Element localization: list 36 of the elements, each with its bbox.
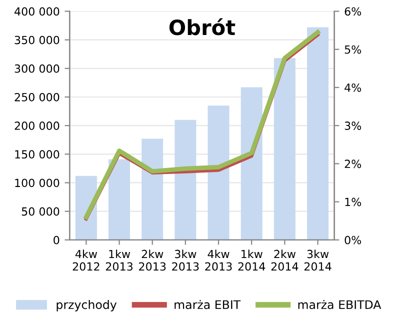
y2-tick-label: 0%	[344, 236, 362, 244]
bar	[142, 138, 164, 240]
x-tick-label: 1kw 2014	[238, 250, 266, 271]
legend-label: przychody	[56, 300, 117, 312]
y2-tick-label: 2%	[344, 160, 362, 168]
bar	[174, 120, 196, 240]
x-tick-label: 2kw 2014	[271, 250, 298, 271]
y-tick-label: 150 000	[15, 150, 60, 159]
chart-title: Obrót	[169, 18, 236, 36]
y2-tick-label: 6%	[344, 7, 362, 16]
y-tick-label: 350 000	[14, 36, 60, 44]
x-tick-label: 3kw 2014	[304, 250, 332, 271]
bar	[307, 27, 329, 240]
y-tick-label: 100 000	[15, 178, 60, 188]
x-tick-label: 2kw 2013	[139, 250, 166, 271]
x-tick-label: 4kw 2013	[205, 250, 232, 271]
y-tick-label: 400 000	[14, 7, 60, 16]
legend-label: marża EBITDA	[298, 300, 382, 310]
y2-tick-label: 5%	[344, 45, 362, 54]
x-tick-label: 1kw 2013	[106, 250, 133, 271]
y-tick-label: 300 000	[14, 64, 60, 73]
y-tick-label: 250 000	[14, 92, 60, 102]
x-tick-label: 3kw 2013	[172, 250, 199, 271]
bar	[108, 159, 130, 240]
x-tick-label: 4kw 2012	[72, 250, 100, 271]
y2-tick-label: 1%	[345, 198, 362, 206]
y-tick-label: 200 000	[14, 122, 60, 130]
legend-label: marża EBIT	[174, 300, 241, 310]
bar	[274, 58, 296, 240]
y-tick-label: 50 000	[22, 207, 60, 216]
y-tick-label: 0	[54, 236, 60, 244]
y2-tick-label: 3%	[344, 122, 362, 130]
bar	[240, 87, 262, 240]
bar	[208, 106, 230, 240]
bar	[75, 176, 97, 240]
y2-tick-label: 4%	[344, 83, 362, 92]
